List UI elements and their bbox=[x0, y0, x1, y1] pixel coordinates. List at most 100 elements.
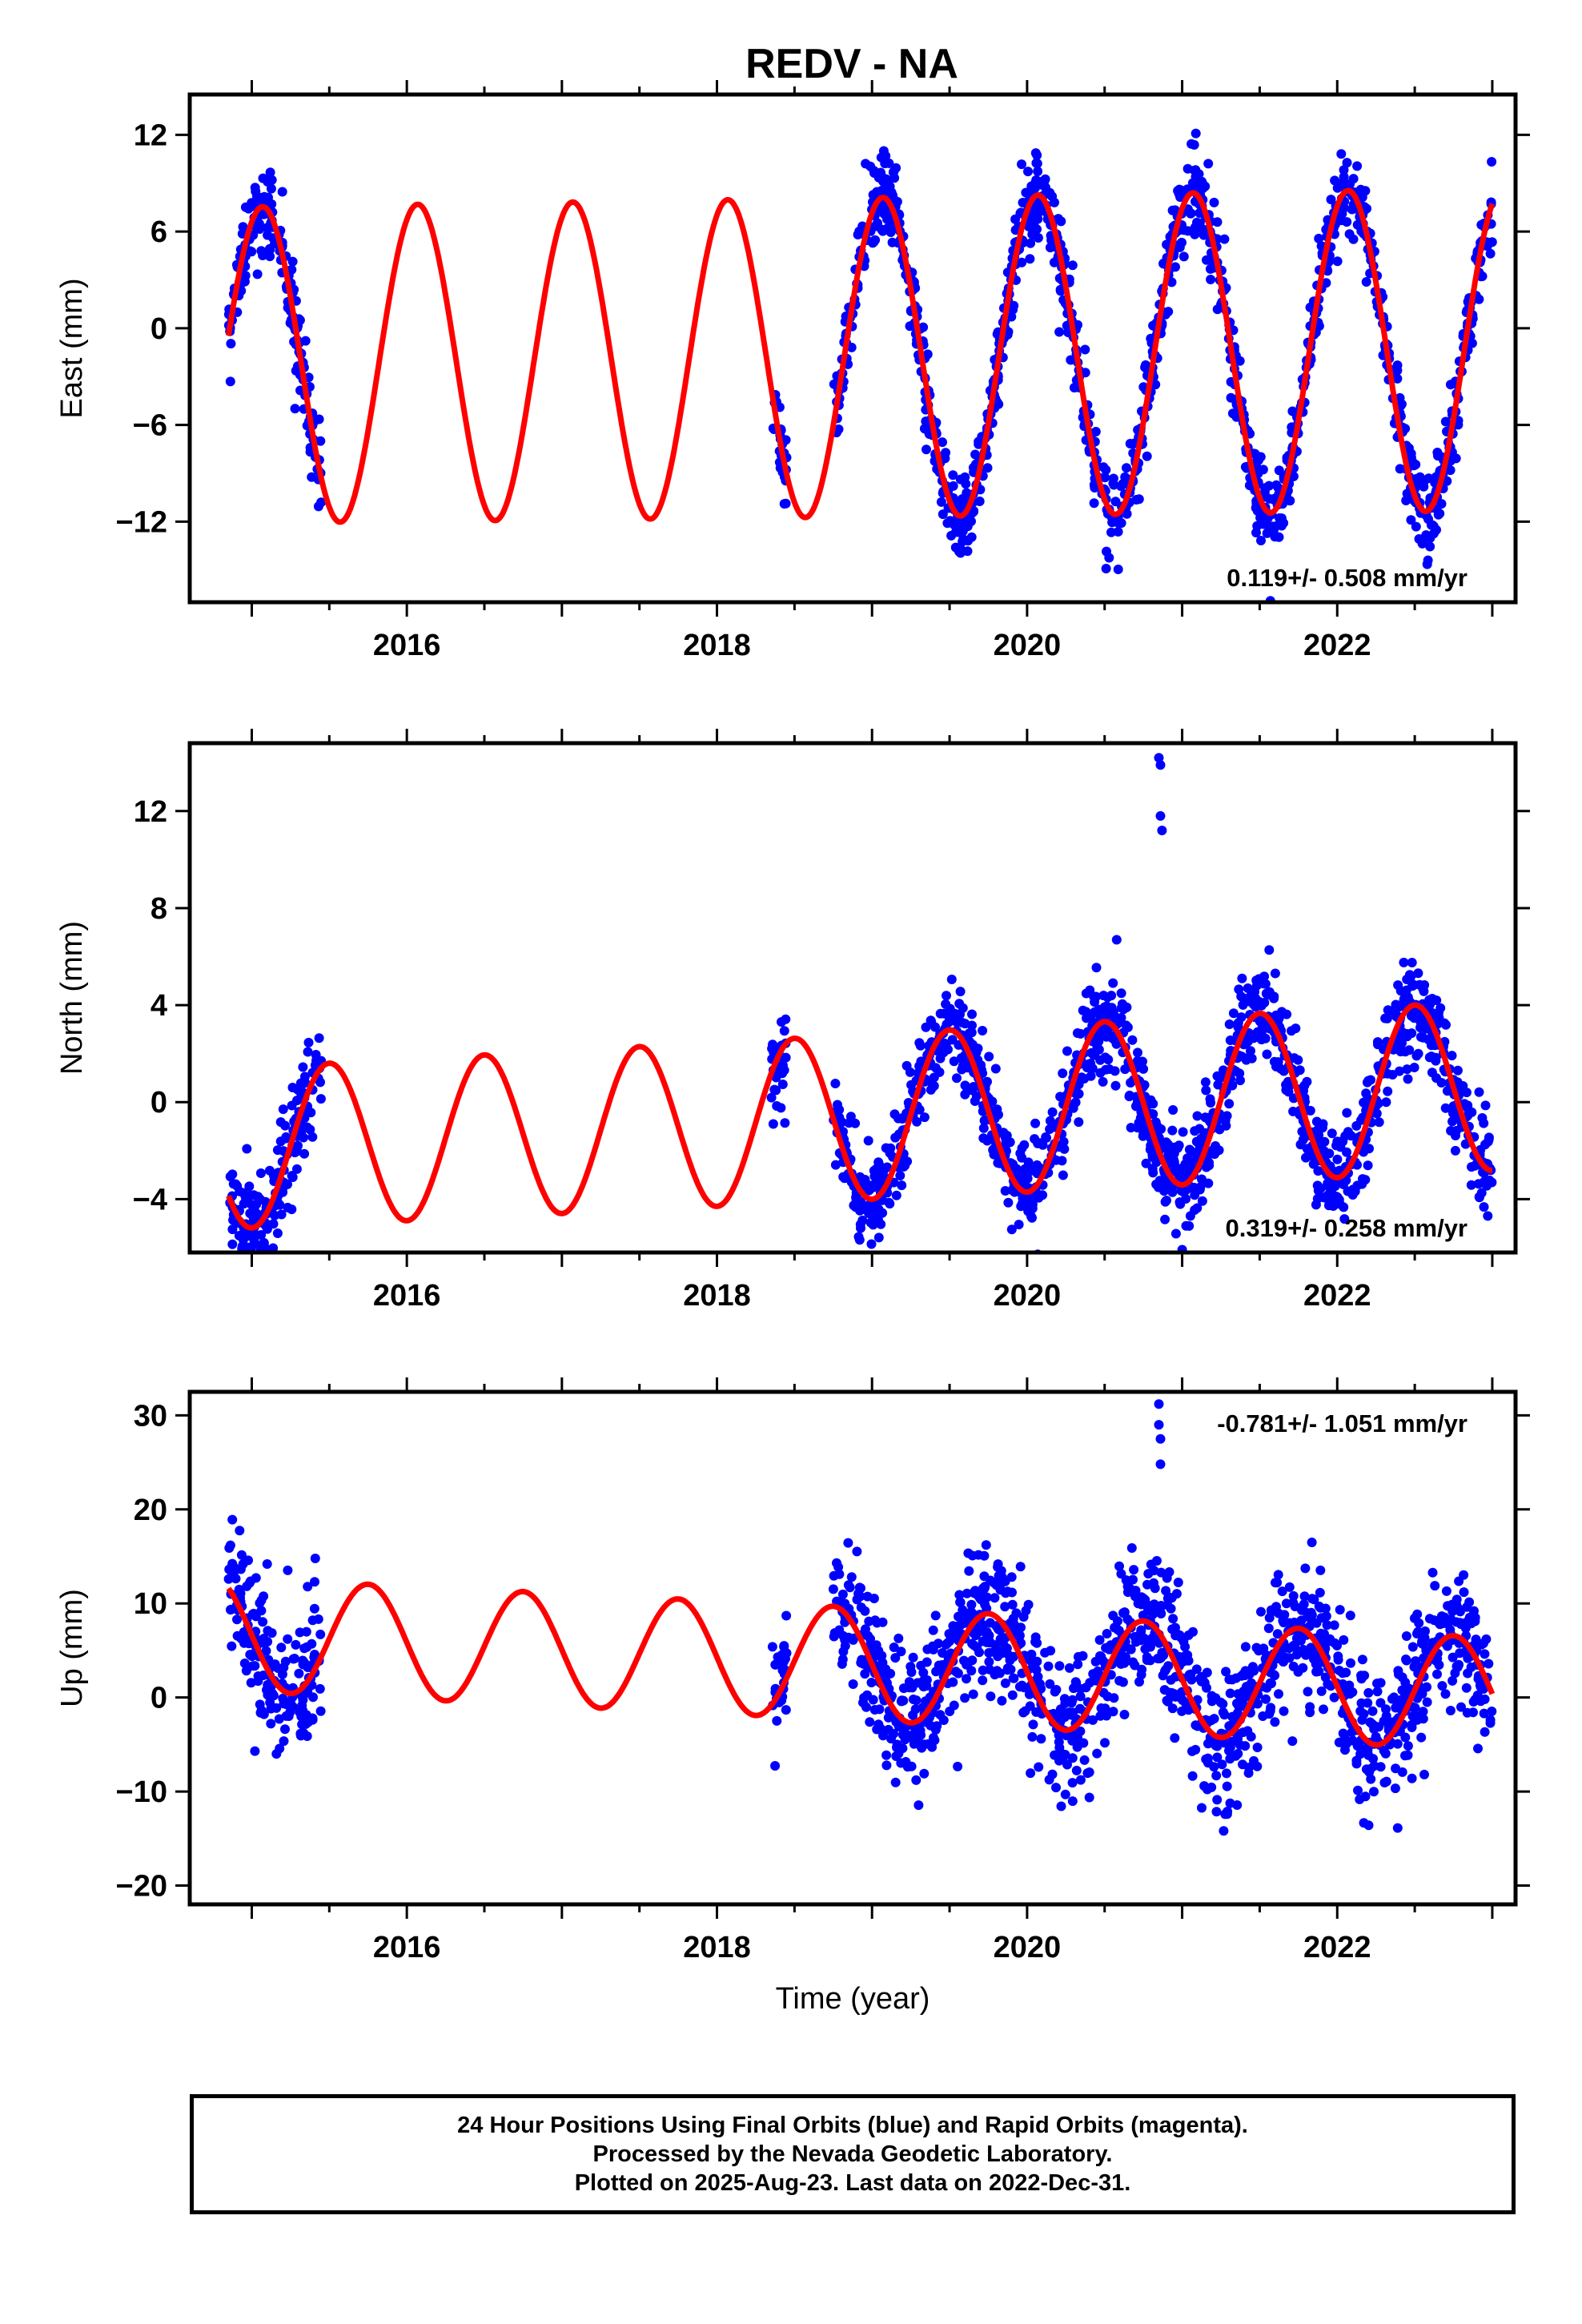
data-point bbox=[1045, 1679, 1055, 1689]
data-point bbox=[301, 1626, 311, 1637]
data-point bbox=[1191, 1744, 1201, 1755]
y-tick-label: 0 bbox=[151, 312, 167, 346]
data-point bbox=[843, 1538, 853, 1548]
data-point bbox=[1143, 1569, 1154, 1579]
data-point bbox=[1363, 1160, 1373, 1171]
data-point bbox=[1270, 1717, 1280, 1727]
data-point bbox=[1224, 1099, 1235, 1109]
data-point bbox=[1474, 294, 1484, 304]
data-point bbox=[889, 1642, 899, 1652]
data-point bbox=[909, 1739, 919, 1749]
data-point bbox=[1025, 254, 1035, 264]
data-point bbox=[1431, 1073, 1441, 1084]
data-point bbox=[259, 1591, 269, 1602]
data-point bbox=[1339, 171, 1349, 182]
data-point bbox=[1051, 1783, 1061, 1793]
data-point bbox=[848, 1679, 858, 1689]
data-point bbox=[897, 1743, 908, 1754]
data-point bbox=[1367, 1706, 1378, 1716]
data-point bbox=[881, 1760, 892, 1771]
data-point bbox=[1203, 1178, 1214, 1188]
data-point bbox=[868, 1220, 878, 1230]
data-point bbox=[1126, 1123, 1136, 1133]
data-point bbox=[1418, 1032, 1428, 1043]
data-point bbox=[1167, 1125, 1178, 1136]
data-point bbox=[277, 187, 287, 197]
data-point bbox=[880, 159, 890, 169]
y-tick-label: 4 bbox=[151, 989, 167, 1023]
data-point bbox=[1291, 1650, 1302, 1660]
data-point bbox=[1415, 472, 1425, 482]
data-point bbox=[1478, 1638, 1488, 1649]
caption-box: 24 Hour Positions Using Final Orbits (bl… bbox=[190, 2094, 1516, 2214]
rate-annotation: -0.781+/- 1.051 mm/yr bbox=[1217, 1409, 1468, 1437]
data-point bbox=[908, 1695, 918, 1704]
data-point bbox=[313, 501, 323, 512]
data-point bbox=[1272, 1629, 1283, 1639]
data-point bbox=[935, 1710, 946, 1720]
data-point bbox=[1383, 1005, 1393, 1015]
data-point bbox=[1363, 1820, 1374, 1831]
data-point bbox=[781, 435, 791, 445]
data-point bbox=[1102, 1028, 1113, 1039]
data-point bbox=[916, 1730, 926, 1740]
data-point bbox=[979, 1116, 990, 1126]
data-point bbox=[854, 226, 865, 236]
data-point bbox=[279, 1663, 289, 1673]
data-point bbox=[1228, 1008, 1239, 1019]
data-point bbox=[1487, 1707, 1497, 1716]
data-point bbox=[954, 1590, 965, 1600]
data-point bbox=[1108, 978, 1118, 988]
data-point bbox=[1352, 161, 1363, 171]
data-point bbox=[930, 1022, 940, 1032]
data-point bbox=[1197, 1196, 1207, 1206]
data-point bbox=[1302, 1076, 1312, 1087]
x-tick-label: 2016 bbox=[373, 1279, 441, 1313]
data-point bbox=[1392, 1823, 1403, 1833]
data-point bbox=[888, 167, 898, 178]
data-point bbox=[954, 999, 965, 1009]
data-point bbox=[1375, 1698, 1386, 1708]
data-point bbox=[878, 176, 889, 187]
rate-annotation: 0.119+/- 0.508 mm/yr bbox=[1227, 564, 1468, 592]
data-point bbox=[1085, 985, 1095, 995]
data-point bbox=[307, 1638, 317, 1649]
data-point bbox=[1339, 1634, 1349, 1645]
data-point bbox=[913, 1800, 924, 1811]
data-point bbox=[1235, 1076, 1245, 1086]
data-point bbox=[1106, 527, 1116, 537]
data-point bbox=[1459, 1587, 1469, 1598]
data-point bbox=[1447, 1051, 1457, 1061]
data-point bbox=[1067, 1695, 1078, 1705]
data-point bbox=[1027, 1663, 1038, 1673]
data-point bbox=[290, 404, 300, 414]
data-point bbox=[906, 1761, 917, 1771]
data-point bbox=[868, 1182, 878, 1192]
data-point bbox=[1026, 186, 1036, 196]
data-point bbox=[1188, 1626, 1198, 1637]
outlier-point bbox=[1155, 810, 1166, 821]
data-point bbox=[290, 1148, 300, 1158]
data-point bbox=[1287, 1026, 1296, 1036]
data-point bbox=[1381, 1776, 1391, 1787]
data-point bbox=[1000, 1602, 1010, 1612]
data-point bbox=[897, 1114, 908, 1124]
data-point bbox=[911, 1775, 921, 1785]
data-point bbox=[1044, 1775, 1054, 1785]
data-point bbox=[1462, 1707, 1472, 1718]
data-point bbox=[1078, 1005, 1088, 1015]
data-point bbox=[1182, 226, 1193, 236]
data-point bbox=[1342, 1108, 1352, 1118]
data-point bbox=[237, 1261, 247, 1271]
data-point bbox=[978, 1123, 989, 1133]
data-point bbox=[236, 1550, 247, 1560]
data-point bbox=[1134, 1118, 1144, 1128]
data-point bbox=[1379, 1746, 1389, 1756]
data-point bbox=[1339, 1214, 1350, 1224]
data-point bbox=[1372, 1679, 1382, 1689]
data-point bbox=[1447, 1675, 1458, 1686]
data-point bbox=[840, 1641, 850, 1651]
data-point bbox=[1473, 1179, 1484, 1189]
data-point bbox=[1407, 1773, 1417, 1783]
data-point bbox=[1067, 260, 1078, 271]
